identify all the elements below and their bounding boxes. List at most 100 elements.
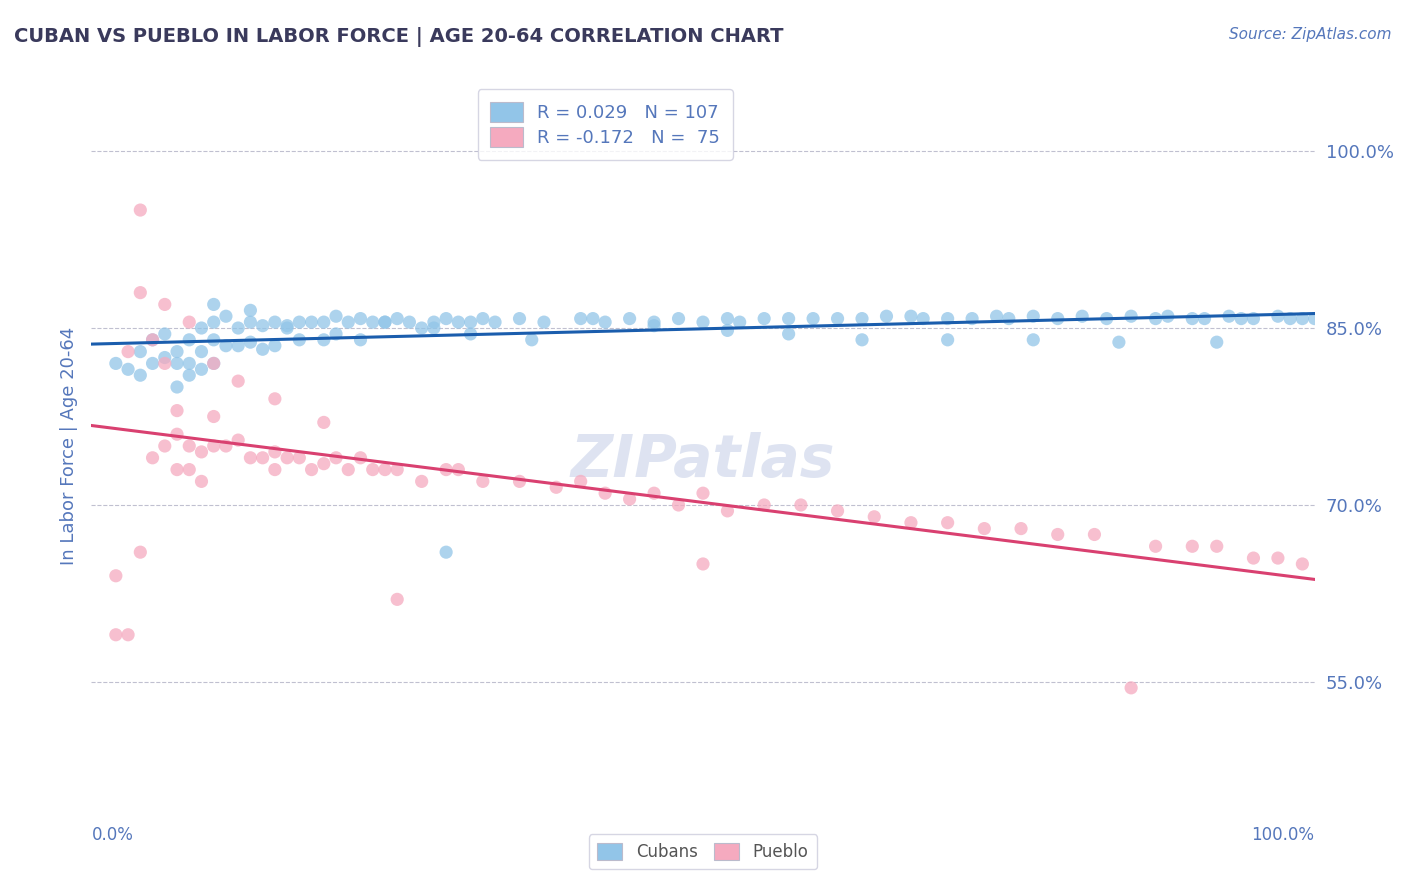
Point [325,326,347,341]
Point [643,318,665,333]
Point [202,356,225,370]
Point [471,311,494,326]
Point [153,351,176,365]
Point [385,592,409,607]
Point [202,439,225,453]
Point [325,450,347,465]
Text: Source: ZipAtlas.com: Source: ZipAtlas.com [1229,27,1392,42]
Point [778,311,800,326]
Point [202,297,225,311]
Point [827,311,849,326]
Point [668,498,690,512]
Point [619,492,641,507]
Point [569,311,592,326]
Point [1157,310,1180,324]
Point [166,462,188,476]
Point [129,285,152,300]
Point [179,315,201,329]
Legend: Cubans, Pueblo: Cubans, Pueblo [589,834,817,869]
Point [582,311,605,326]
Point [1108,335,1130,350]
Text: CUBAN VS PUEBLO IN LABOR FORCE | AGE 20-64 CORRELATION CHART: CUBAN VS PUEBLO IN LABOR FORCE | AGE 20-… [14,27,783,46]
Point [471,475,494,489]
Point [104,628,127,642]
Point [998,311,1021,326]
Point [166,356,188,370]
Text: ZIPatlas: ZIPatlas [571,432,835,489]
Point [1144,539,1167,553]
Point [1022,333,1045,347]
Point [385,462,409,476]
Point [190,344,212,359]
Point [1218,310,1240,324]
Point [1083,527,1105,541]
Point [215,339,238,353]
Point [117,628,139,642]
Point [117,344,139,359]
Point [226,339,249,353]
Point [337,315,360,329]
Point [863,509,886,524]
Point [520,333,543,347]
Point [1291,311,1313,326]
Point [337,462,360,476]
Point [1243,311,1265,326]
Point [190,362,212,376]
Point [692,557,714,571]
Point [569,475,592,489]
Point [374,315,396,329]
Point [1046,527,1069,541]
Point [190,445,212,459]
Point [960,311,983,326]
Point [264,392,287,406]
Point [900,310,922,324]
Point [325,310,347,324]
Point [252,450,274,465]
Point [434,545,457,559]
Point [129,545,152,559]
Point [179,333,201,347]
Point [936,516,959,530]
Point [1303,311,1326,326]
Point [190,475,212,489]
Point [226,433,249,447]
Point [312,315,335,329]
Point [533,315,555,329]
Point [754,311,776,326]
Point [349,450,371,465]
Point [239,303,262,318]
Point [801,311,824,326]
Point [361,315,384,329]
Point [1267,551,1289,566]
Point [166,403,188,417]
Point [447,315,470,329]
Point [1181,539,1204,553]
Point [141,333,163,347]
Point [484,315,506,329]
Point [374,462,396,476]
Point [460,315,482,329]
Point [312,333,335,347]
Point [153,439,176,453]
Point [179,368,201,383]
Point [239,450,262,465]
Point [593,486,616,500]
Point [1071,310,1094,324]
Point [264,339,287,353]
Point [509,311,531,326]
Point [643,315,665,329]
Point [973,522,995,536]
Point [239,315,262,329]
Point [190,321,212,335]
Point [179,462,201,476]
Point [460,326,482,341]
Point [1121,681,1143,695]
Point [264,462,287,476]
Point [104,356,127,370]
Point [276,321,298,335]
Point [276,450,298,465]
Point [790,498,813,512]
Point [117,362,139,376]
Point [264,315,287,329]
Point [202,315,225,329]
